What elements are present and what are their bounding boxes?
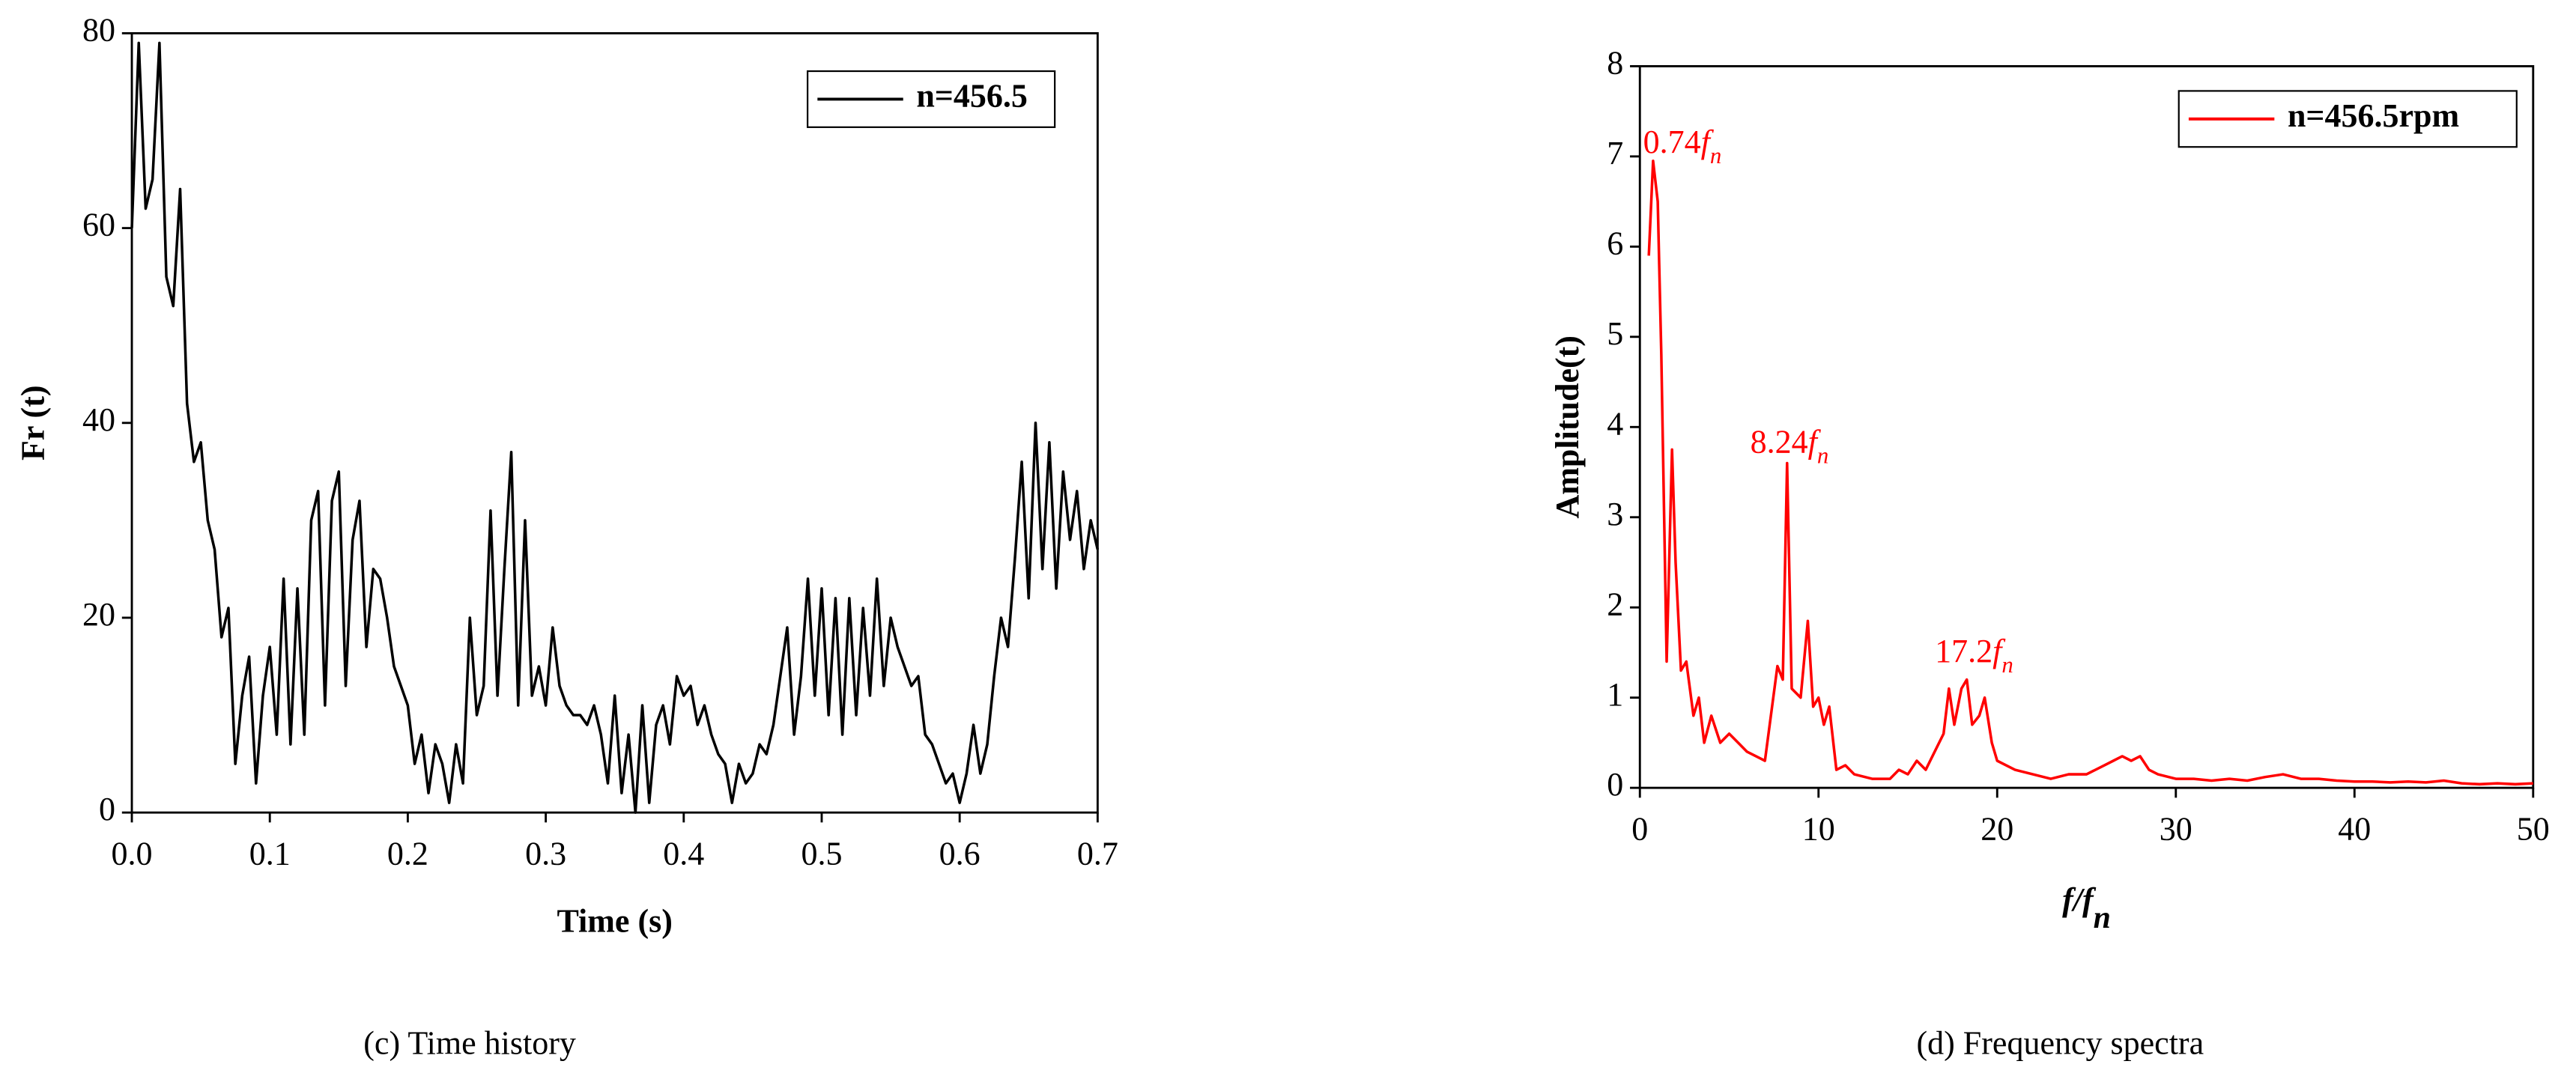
y-tick-label: 8 [1607,45,1623,82]
x-tick-label: 0.0 [112,836,153,872]
x-tick-label: 0.6 [939,836,981,872]
x-tick-label: 0.4 [663,836,704,872]
annotation: 17.2fn [1935,633,2013,678]
y-tick-label: 80 [82,12,115,49]
x-tick-label: 0 [1631,811,1648,848]
x-axis-label: Time (s) [557,903,673,940]
caption: (d) Frequency spectra [1917,1025,2204,1062]
y-tick-label: 60 [82,207,115,243]
x-axis-label-text: Time (s) [557,903,673,940]
legend-label: n=456.5 [916,78,1028,115]
x-tick-label: 30 [2160,811,2192,848]
y-axis-label: Amplitude(t) [1549,335,1586,518]
annotation-num: 0.74 [1643,124,1701,160]
y-tick-label: 40 [82,401,115,438]
x-tick-label: 20 [1981,811,2013,848]
annotation: 8.24fn [1751,424,1829,469]
x-axis-label-text: f/f [2062,881,2097,918]
annotation-sub: n [2001,652,2013,678]
caption: (c) Time history [363,1025,576,1062]
annotation-num: 8.24 [1751,424,1808,461]
annotation: 0.74fn [1643,124,1722,168]
y-tick-label: 4 [1607,405,1623,442]
x-axis-label-sub: n [2094,901,2111,935]
annotation-num: 17.2 [1935,633,1992,669]
y-tick-label: 1 [1607,676,1623,713]
legend-label: n=456.5rpm [2288,97,2459,134]
y-tick-label: 3 [1607,496,1623,532]
y-tick-label: 6 [1607,225,1623,261]
x-tick-label: 50 [2517,811,2550,848]
y-axis-label: Fr (t) [14,385,51,461]
y-tick-label: 5 [1607,315,1623,352]
y-tick-label: 7 [1607,135,1623,171]
x-tick-label: 0.3 [525,836,566,872]
y-tick-label: 20 [82,596,115,633]
annotation-sub: n [1710,143,1721,168]
data-line [1647,159,2533,786]
x-tick-label: 0.1 [249,836,291,872]
annotation-sub: n [1817,443,1828,469]
x-tick-label: 0.7 [1077,836,1118,872]
x-tick-label: 0.2 [387,836,428,872]
x-tick-label: 0.5 [801,836,842,872]
y-tick-label: 0 [1607,766,1623,803]
x-tick-label: 40 [2338,811,2371,848]
x-axis-label: f/fn [2062,881,2111,935]
x-tick-label: 10 [1802,811,1835,848]
y-tick-label: 2 [1607,586,1623,622]
data-line [130,41,1100,814]
y-tick-label: 0 [99,791,115,827]
